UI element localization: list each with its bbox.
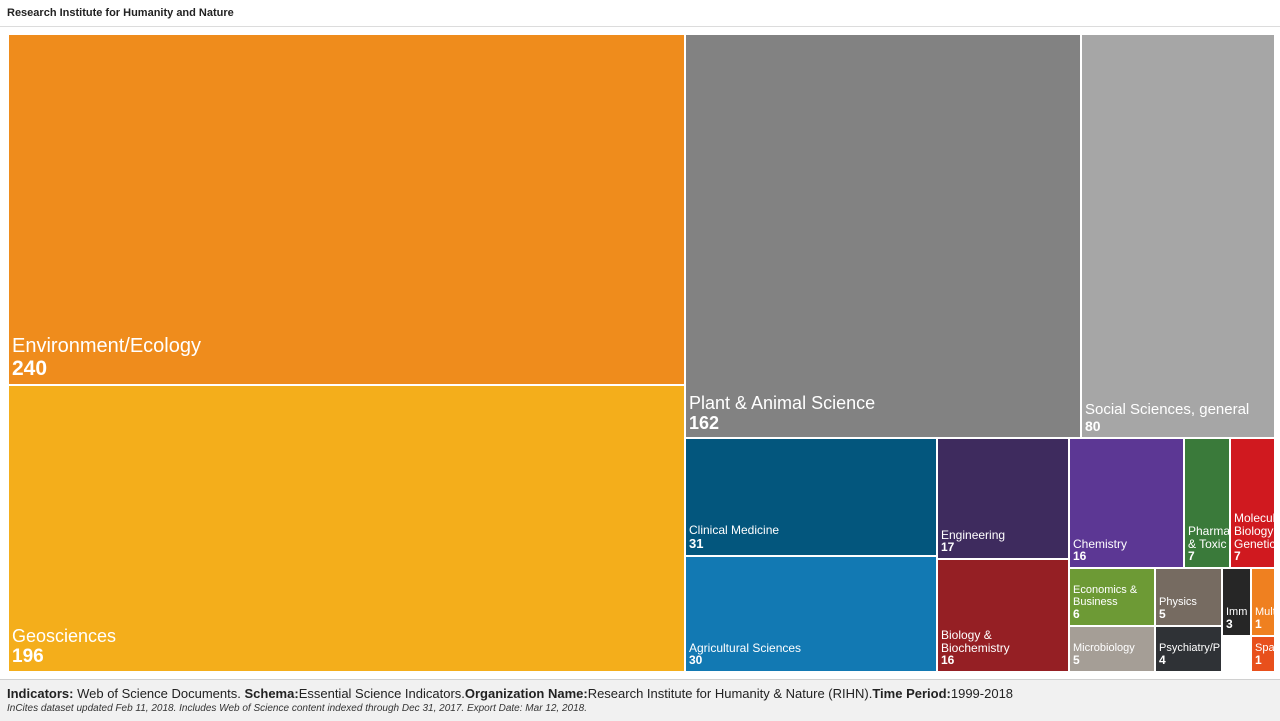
schema-value: Essential Science Indicators. <box>298 686 465 701</box>
tile-name: Psychiatry/P <box>1159 641 1221 654</box>
tile-value: 30 <box>689 653 703 668</box>
tile-value: 16 <box>941 653 955 668</box>
tile-economics-business[interactable]: Economics & Business 6 <box>1069 568 1155 626</box>
tile-value: 5 <box>1159 607 1166 622</box>
tile-label: Agricultural Sciences 30 <box>689 642 936 668</box>
tile-name: Engineering <box>941 527 1006 542</box>
tile-immunology[interactable]: Imm 3 <box>1222 568 1251 636</box>
treemap: Environment/Ecology 240 Geosciences 196 Plan… <box>0 27 1280 679</box>
tile-environment-ecology[interactable]: Environment/Ecology 240 <box>8 34 685 385</box>
tile-value: 196 <box>12 646 44 668</box>
tile-label: Social Sciences, general 80 <box>1085 402 1274 434</box>
tile-value: 6 <box>1073 607 1080 622</box>
org-label: Organization Name: <box>464 686 588 701</box>
period-value: 1999-2018 <box>950 686 1014 701</box>
tile-label: Engineering 17 <box>941 529 1068 555</box>
tile-name: Pharma & Toxic <box>1188 524 1230 551</box>
tile-agricultural-sciences[interactable]: Agricultural Sciences 30 <box>685 556 937 672</box>
tile-name: Economics & Business <box>1073 584 1138 608</box>
tile-name: Biology & Biochemistry <box>941 628 1010 655</box>
chart-area: Environment/Ecology 240 Geosciences 196 Plan… <box>0 27 1280 679</box>
tile-name: Plant & Animal Science <box>689 393 876 414</box>
tile-label: Psychiatry/P 4 <box>1159 641 1221 668</box>
tile-value: 1 <box>1255 617 1262 632</box>
tile-name: Social Sciences, general <box>1085 401 1250 419</box>
tile-label: Pharma & Toxic 7 <box>1188 525 1229 564</box>
tile-value: 80 <box>1085 417 1101 434</box>
tile-label: Plant & Animal Science 162 <box>689 394 1080 434</box>
tile-molecular-biology-genetics[interactable]: Molecul Biology Genetic 7 <box>1230 438 1275 568</box>
tile-label: Biology & Biochemistry 16 <box>941 629 1068 668</box>
tile-name: Molecul Biology Genetic <box>1234 511 1275 551</box>
tile-value: 3 <box>1226 617 1233 632</box>
tile-label: Space1 <box>1255 641 1275 668</box>
tile-label: Economics & Business 6 <box>1073 584 1154 622</box>
tile-label: Physics 5 <box>1159 595 1221 622</box>
indicators-value: Web of Science Documents. <box>73 686 245 701</box>
tile-label: Mult 1 <box>1255 605 1275 632</box>
tile-label: Imm 3 <box>1226 605 1250 632</box>
tile-name: Space <box>1255 641 1275 654</box>
tile-engineering[interactable]: Engineering 17 <box>937 438 1069 559</box>
tile-value: 7 <box>1234 549 1241 564</box>
tile-chemistry[interactable]: Chemistry 16 <box>1069 438 1184 568</box>
tile-physics[interactable]: Physics 5 <box>1155 568 1222 626</box>
schema-label: Schema: <box>244 686 299 701</box>
tile-multidisciplinary[interactable]: Mult 1 <box>1251 568 1275 636</box>
tile-name: Chemistry <box>1073 536 1128 551</box>
tile-microbiology[interactable]: Microbiology 5 <box>1069 626 1155 672</box>
tile-biology-biochemistry[interactable]: Biology & Biochemistry 16 <box>937 559 1069 672</box>
tile-label: Environment/Ecology 240 <box>12 334 684 381</box>
tile-value: 1 <box>1255 653 1262 668</box>
header-bar: Research Institute for Humanity and Natu… <box>0 0 1280 27</box>
tile-name: Microbiology <box>1073 641 1135 654</box>
tile-label: Geosciences 196 <box>12 627 684 668</box>
tile-name: Physics <box>1159 595 1197 608</box>
footer-note: InCites dataset updated Feb 11, 2018. In… <box>7 703 588 714</box>
footer: Indicators: Web of Science Documents. Sc… <box>0 679 1280 721</box>
tile-value: 7 <box>1188 549 1195 564</box>
tile-plant-animal-science[interactable]: Plant & Animal Science 162 <box>685 34 1081 438</box>
tile-pharmacology-toxicology[interactable]: Pharma & Toxic 7 <box>1184 438 1230 568</box>
tile-value: 31 <box>689 536 704 552</box>
tile-name: Imm <box>1226 605 1248 618</box>
tile-psychiatry-psychology[interactable]: Psychiatry/P 4 <box>1155 626 1222 672</box>
tile-value: 240 <box>12 356 48 380</box>
tile-name: Environment/Ecology <box>12 334 201 357</box>
tile-value: 4 <box>1159 653 1166 668</box>
tile-value: 17 <box>941 540 955 555</box>
tile-name: Agricultural Sciences <box>689 640 802 655</box>
page-title: Research Institute for Humanity and Natu… <box>7 7 234 19</box>
tile-name: Mult <box>1255 605 1275 618</box>
tile-label: Microbiology 5 <box>1073 641 1154 668</box>
tile-label: Clinical Medicine 31 <box>689 524 936 552</box>
tile-name: Geosciences <box>12 626 117 647</box>
tile-label: Chemistry 16 <box>1073 538 1183 564</box>
tile-clinical-medicine[interactable]: Clinical Medicine 31 <box>685 438 937 556</box>
period-label: Time Period: <box>872 686 951 701</box>
tile-value: 5 <box>1073 653 1080 668</box>
tile-name: Clinical Medicine <box>689 523 780 538</box>
tile-geosciences[interactable]: Geosciences 196 <box>8 385 685 672</box>
tile-value: 16 <box>1073 549 1087 564</box>
indicators-label: Indicators: <box>7 686 74 701</box>
footer-indicators-line: Indicators: Web of Science Documents. Sc… <box>7 686 1013 701</box>
tile-label: Molecul Biology Genetic 7 <box>1234 512 1274 564</box>
tile-social-sciences-general[interactable]: Social Sciences, general 80 <box>1081 34 1275 438</box>
tile-value: 162 <box>689 413 720 434</box>
tile-space-science[interactable]: Space1 <box>1251 636 1275 672</box>
org-value: Research Institute for Humanity & Nature… <box>587 686 873 701</box>
